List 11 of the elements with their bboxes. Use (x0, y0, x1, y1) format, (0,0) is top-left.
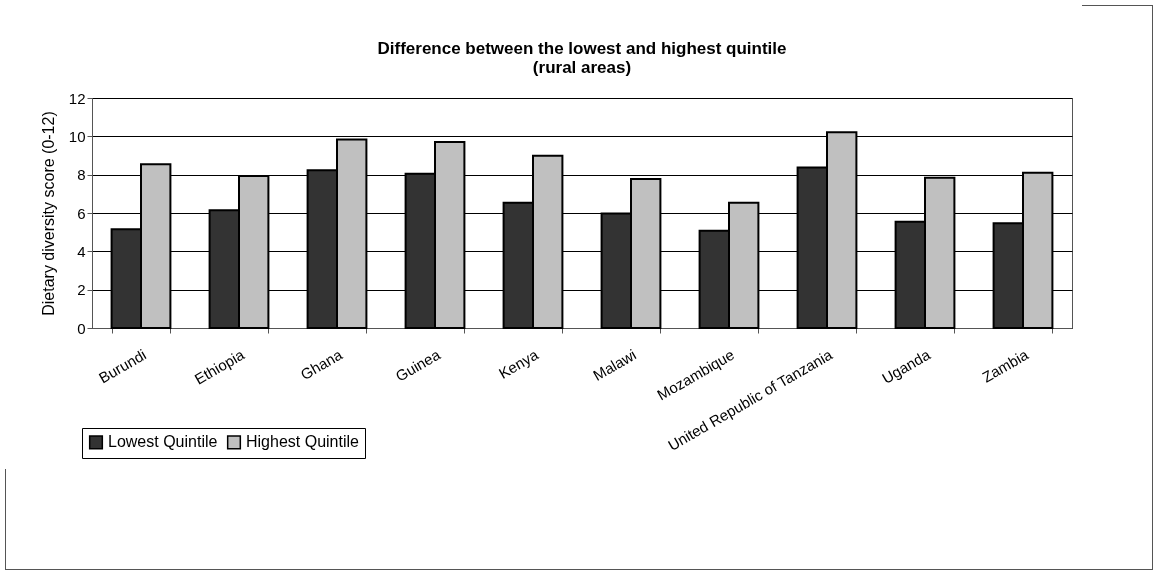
y-tick-label: 2 (77, 281, 86, 299)
y-tick-label: 0 (77, 319, 86, 337)
y-tick-label: 12 (68, 89, 86, 107)
y-tick-label: 6 (77, 204, 86, 222)
legend-label: Highest Quintile (246, 433, 360, 451)
y-axis-title: Dietary diversity score (0-12) (39, 111, 57, 316)
y-tick-label: 4 (77, 242, 86, 260)
legend-label: Lowest Quintile (108, 433, 218, 451)
chart-title: Difference between the lowest and highest quintile (rural areas) (377, 39, 787, 77)
y-tick-label: 10 (68, 127, 86, 145)
y-tick-label: 8 (77, 166, 86, 184)
